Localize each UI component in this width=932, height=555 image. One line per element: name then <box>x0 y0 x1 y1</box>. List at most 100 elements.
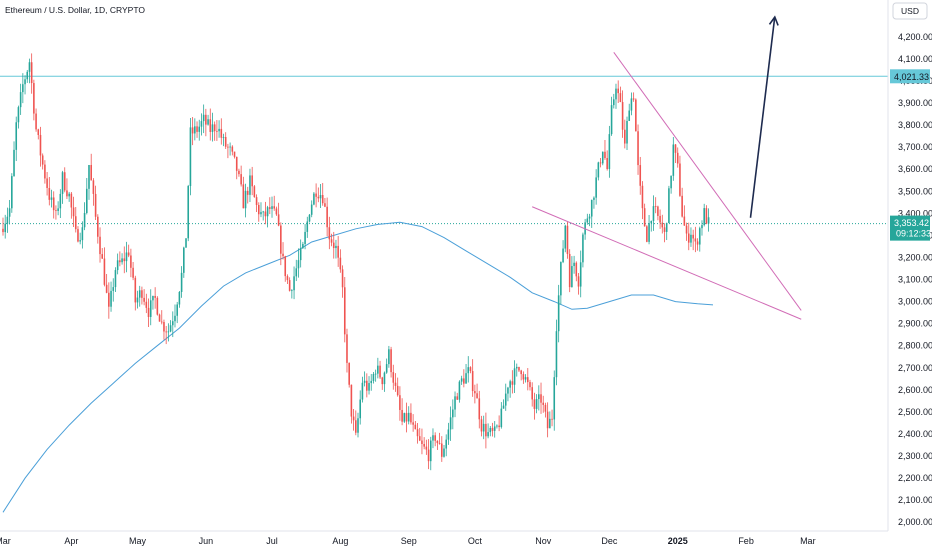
candle-body[interactable] <box>474 391 476 394</box>
candle-body[interactable] <box>522 374 525 380</box>
candle-body[interactable] <box>50 197 53 200</box>
candle-body[interactable] <box>650 220 653 224</box>
candle-body[interactable] <box>15 122 18 150</box>
candle-body[interactable] <box>493 426 496 431</box>
candle-body[interactable] <box>381 377 384 385</box>
candle-body[interactable] <box>55 210 57 211</box>
candle-body[interactable] <box>445 439 448 449</box>
candle-body[interactable] <box>90 164 92 181</box>
candle-body[interactable] <box>85 188 88 213</box>
candle-body[interactable] <box>99 236 101 255</box>
candle-body[interactable] <box>271 206 273 209</box>
candle-body[interactable] <box>238 170 240 175</box>
candle-body[interactable] <box>280 225 282 254</box>
candle-body[interactable] <box>169 325 172 332</box>
candle-body[interactable] <box>518 366 520 371</box>
candle-body[interactable] <box>222 136 225 138</box>
candle-body[interactable] <box>533 399 536 409</box>
candle-body[interactable] <box>213 124 216 132</box>
candle-body[interactable] <box>447 429 450 440</box>
candle-body[interactable] <box>180 272 183 292</box>
candle-body[interactable] <box>568 253 571 288</box>
candle-body[interactable] <box>339 257 342 270</box>
candle-body[interactable] <box>401 409 403 422</box>
candle-body[interactable] <box>540 394 542 403</box>
candle-body[interactable] <box>465 373 467 384</box>
candle-body[interactable] <box>687 233 690 243</box>
candle-body[interactable] <box>637 131 639 166</box>
candle-body[interactable] <box>211 124 214 132</box>
candle-body[interactable] <box>30 62 33 84</box>
candle-body[interactable] <box>145 301 148 308</box>
candle-body[interactable] <box>588 216 591 219</box>
candle-body[interactable] <box>657 206 659 216</box>
candle-body[interactable] <box>529 382 531 388</box>
candle-body[interactable] <box>39 134 42 156</box>
candle-body[interactable] <box>108 292 110 307</box>
candle-body[interactable] <box>511 381 514 385</box>
candle-body[interactable] <box>562 248 564 263</box>
candle-body[interactable] <box>703 208 705 226</box>
candle-body[interactable] <box>635 99 637 132</box>
candle-body[interactable] <box>469 367 472 372</box>
candle-body[interactable] <box>35 113 37 130</box>
candle-body[interactable] <box>452 409 454 418</box>
candle-body[interactable] <box>83 212 86 228</box>
candle-body[interactable] <box>355 420 357 433</box>
candle-body[interactable] <box>310 204 313 215</box>
candle-body[interactable] <box>324 203 326 207</box>
candle-body[interactable] <box>412 422 414 425</box>
candle-body[interactable] <box>24 79 26 85</box>
candle-body[interactable] <box>679 163 681 196</box>
candle-body[interactable] <box>509 381 511 388</box>
candle-body[interactable] <box>94 193 97 217</box>
candle-body[interactable] <box>37 129 40 135</box>
candle-body[interactable] <box>535 399 538 409</box>
candle-body[interactable] <box>504 393 507 406</box>
candle-body[interactable] <box>410 412 412 423</box>
candle-body[interactable] <box>685 225 688 234</box>
candle-body[interactable] <box>77 229 79 242</box>
candle-body[interactable] <box>403 413 406 422</box>
candle-body[interactable] <box>577 276 580 287</box>
current-price-tag[interactable] <box>890 215 930 241</box>
candle-body[interactable] <box>165 331 167 333</box>
candle-body[interactable] <box>255 197 258 205</box>
candle-body[interactable] <box>531 387 533 400</box>
candle-body[interactable] <box>4 223 7 233</box>
candle-body[interactable] <box>260 212 262 215</box>
candle-body[interactable] <box>553 377 556 420</box>
candle-body[interactable] <box>597 162 600 178</box>
candle-body[interactable] <box>394 382 397 386</box>
candle-body[interactable] <box>692 234 694 239</box>
candle-body[interactable] <box>48 187 51 200</box>
candle-body[interactable] <box>321 195 324 204</box>
candle-body[interactable] <box>68 193 70 197</box>
candle-body[interactable] <box>242 184 245 209</box>
candle-body[interactable] <box>641 185 644 209</box>
candle-body[interactable] <box>480 419 483 432</box>
candle-body[interactable] <box>315 193 317 197</box>
candle-body[interactable] <box>648 223 650 242</box>
level-price-tag[interactable] <box>890 69 930 84</box>
candle-body[interactable] <box>652 206 655 221</box>
candle-body[interactable] <box>491 427 494 431</box>
candle-body[interactable] <box>249 175 251 195</box>
candle-body[interactable] <box>555 331 558 378</box>
candle-body[interactable] <box>632 98 635 100</box>
candle-body[interactable] <box>696 241 699 245</box>
candle-body[interactable] <box>218 128 220 132</box>
candle-body[interactable] <box>209 119 212 132</box>
candle-body[interactable] <box>191 127 194 134</box>
candle-body[interactable] <box>154 295 156 298</box>
candle-body[interactable] <box>187 186 190 239</box>
candle-body[interactable] <box>372 374 375 381</box>
candle-body[interactable] <box>28 62 31 72</box>
candle-body[interactable] <box>681 195 683 217</box>
candle-body[interactable] <box>496 425 498 427</box>
candle-body[interactable] <box>579 262 582 287</box>
candle-body[interactable] <box>112 287 115 291</box>
candle-body[interactable] <box>70 193 73 208</box>
candle-body[interactable] <box>458 381 461 400</box>
candle-body[interactable] <box>668 188 670 224</box>
